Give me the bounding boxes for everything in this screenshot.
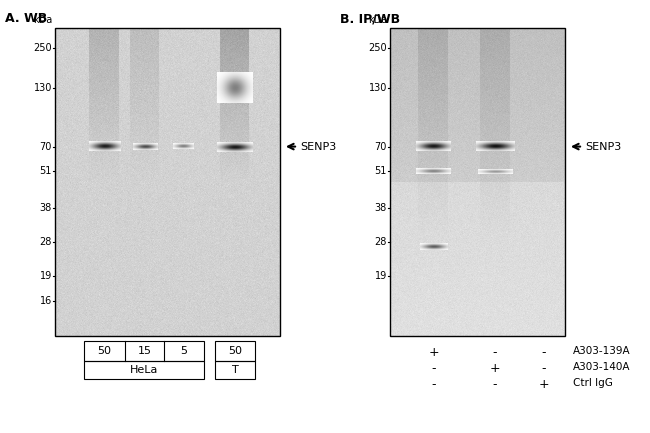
Bar [55,28,280,336]
Text: +: + [539,378,549,391]
Text: 5: 5 [180,346,187,356]
Text: 38: 38 [375,203,387,213]
Text: -: - [493,346,497,359]
Text: A303-139A: A303-139A [573,346,630,356]
Bar [214,361,255,379]
Text: -: - [541,346,546,359]
Text: 38: 38 [40,203,52,213]
Text: kDa: kDa [368,15,387,25]
Text: 250: 250 [369,43,387,53]
Text: 28: 28 [40,237,52,247]
Text: 16: 16 [40,296,52,306]
Bar [390,28,565,336]
Text: 130: 130 [34,83,52,93]
Text: 70: 70 [40,142,52,152]
Text: 51: 51 [40,166,52,176]
Text: A303-140A: A303-140A [573,362,630,372]
Bar [84,361,203,379]
Text: 51: 51 [374,166,387,176]
Text: +: + [489,362,500,375]
Text: -: - [541,362,546,375]
Bar [84,341,203,361]
Text: kDa: kDa [32,15,52,25]
Text: 250: 250 [33,43,52,53]
Text: HeLa: HeLa [130,365,158,375]
Bar [214,341,255,361]
Text: +: + [428,346,439,359]
Text: T: T [231,365,239,375]
Text: 70: 70 [374,142,387,152]
Text: -: - [432,378,436,391]
Text: A. WB: A. WB [5,12,47,25]
Text: Ctrl IgG: Ctrl IgG [573,378,613,388]
Text: B. IP/WB: B. IP/WB [340,12,400,25]
Text: SENP3: SENP3 [300,142,336,152]
Text: 19: 19 [40,271,52,281]
Text: 19: 19 [375,271,387,281]
Text: 28: 28 [374,237,387,247]
Text: 15: 15 [138,346,152,356]
Text: 50: 50 [98,346,112,356]
Text: -: - [432,362,436,375]
Text: 130: 130 [369,83,387,93]
Text: SENP3: SENP3 [585,142,621,152]
Text: 50: 50 [228,346,242,356]
Text: -: - [493,378,497,391]
